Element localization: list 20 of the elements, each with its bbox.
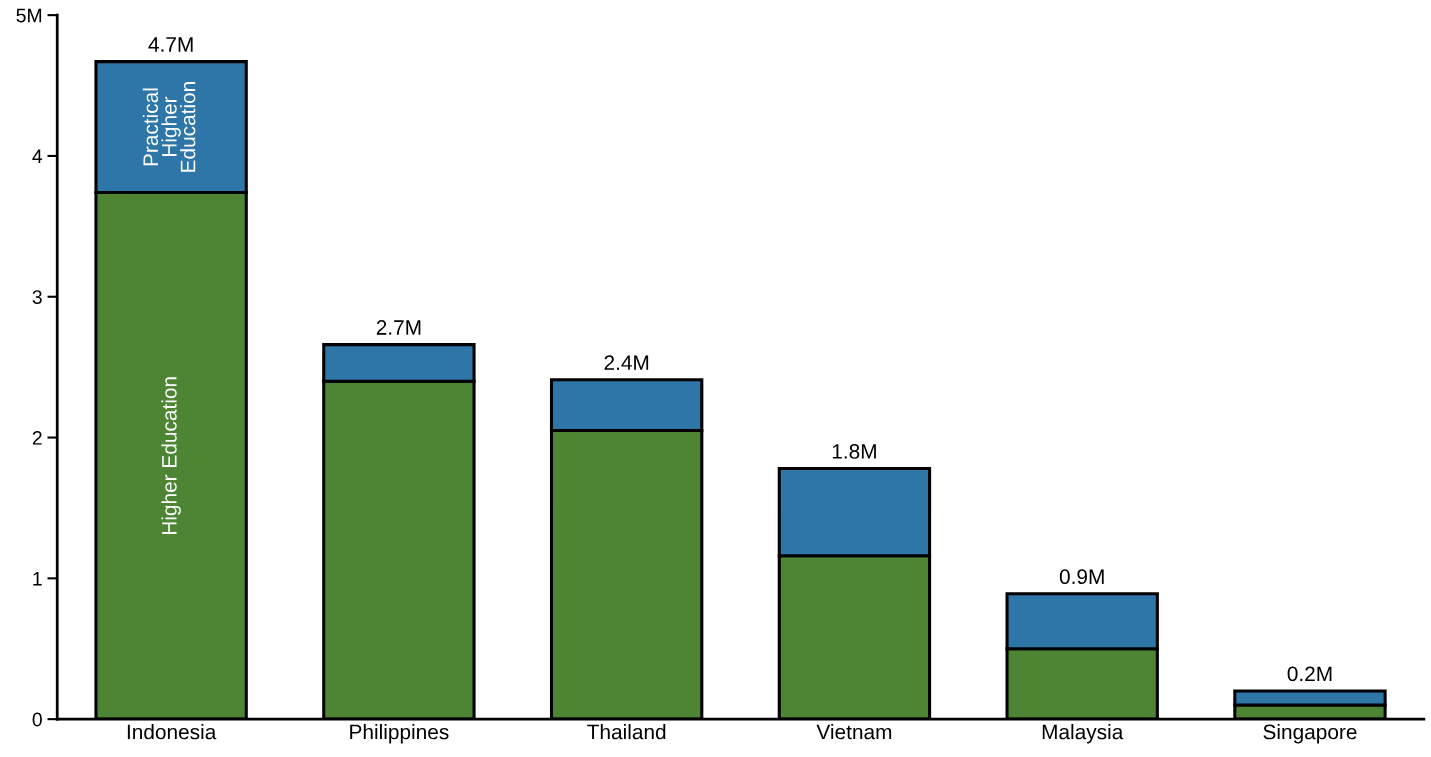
x-tick-label: Philippines bbox=[350, 724, 449, 744]
total-label: 4.7M bbox=[148, 37, 193, 52]
x-tick-label: Singapore bbox=[1263, 724, 1357, 744]
y-tick-label: 1 bbox=[33, 572, 42, 586]
series-label: Higher Education bbox=[161, 377, 181, 535]
y-tick-label: 3 bbox=[32, 290, 42, 304]
y-tick-label: 4 bbox=[32, 149, 43, 163]
y-tick-label: 5M bbox=[16, 8, 42, 23]
x-tick-label: Malaysia bbox=[1042, 724, 1124, 744]
y-tick-label: 2 bbox=[32, 431, 42, 445]
total-label: 0.2M bbox=[1287, 666, 1332, 682]
total-label: 0.9M bbox=[1059, 569, 1104, 585]
total-label: 1.8M bbox=[832, 444, 876, 459]
x-tick-label: Vietnam bbox=[816, 724, 892, 740]
total-label: 2.7M bbox=[376, 320, 421, 335]
total-label: 2.4M bbox=[604, 355, 649, 370]
x-tick-label: Thailand bbox=[587, 724, 666, 740]
series-label: Practical Higher Education bbox=[142, 82, 196, 172]
x-tick-label: Indonesia bbox=[127, 724, 217, 740]
y-tick-label: 0 bbox=[32, 712, 42, 727]
